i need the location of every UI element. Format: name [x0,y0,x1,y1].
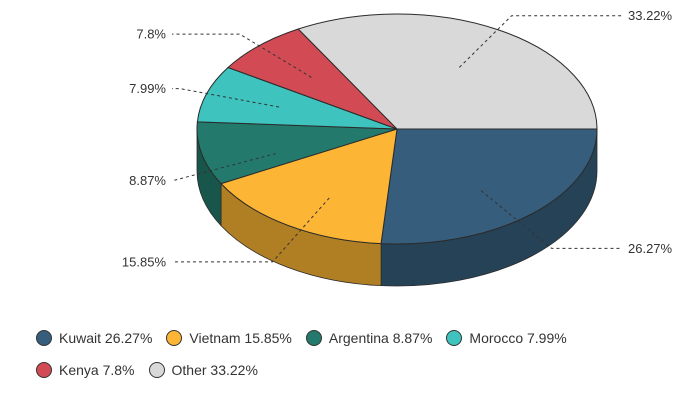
legend-item[interactable]: Other 33.22% [148,362,258,378]
legend-label: Kenya 7.8% [59,362,135,378]
slice-argentina[interactable] [196,121,398,185]
legend-swatch [446,330,463,346]
legend-swatch [166,330,183,346]
legend-item[interactable]: Argentina 8.87% [305,330,433,346]
legend-label: Argentina 8.87% [328,330,433,346]
legend-swatch [36,330,52,346]
legend-item[interactable]: Morocco 7.99% [446,330,567,346]
leader-line-kuwait [480,190,622,249]
legend-row: Kenya 7.8% Other 33.22% [36,354,676,386]
leader-line-vietnam [172,197,330,263]
legend-swatch [36,362,52,378]
legend-row: Kuwait 26.27% Vietnam 15.85% Argentina 8.8… [36,322,676,354]
legend-label: Vietnam 15.85% [189,330,292,346]
data-label-vietnam: 15.85% [122,254,167,269]
data-label-morocco: 7.99% [129,81,166,96]
slice-kuwait[interactable] [380,128,598,245]
data-label-kenya: 7.8% [136,27,166,42]
slice-vietnam[interactable] [220,128,398,245]
leader-line-other [459,15,622,68]
leader-line-kenya [172,33,312,78]
slice-other[interactable] [297,13,598,130]
legend: Kuwait 26.27% Vietnam 15.85% Argentina 8.8… [36,322,676,386]
legend-item[interactable]: Kuwait 26.27% [36,330,152,346]
legend-label: Kuwait 26.27% [59,330,153,346]
legend-item[interactable]: Vietnam 15.85% [166,330,292,346]
data-label-argentina: 8.87% [129,173,166,188]
legend-swatch [305,330,322,346]
data-label-kuwait: 26.27% [628,241,673,256]
legend-label: Morocco 7.99% [469,330,567,346]
legend-label: Other 33.22% [171,362,258,378]
data-label-other: 33.22% [628,8,673,23]
pie-chart: 26.27% 15.85% 8.87% 7.99% 7.8% 33.22% [122,8,673,287]
legend-swatch [148,362,165,378]
legend-item[interactable]: Kenya 7.8% [36,362,135,378]
